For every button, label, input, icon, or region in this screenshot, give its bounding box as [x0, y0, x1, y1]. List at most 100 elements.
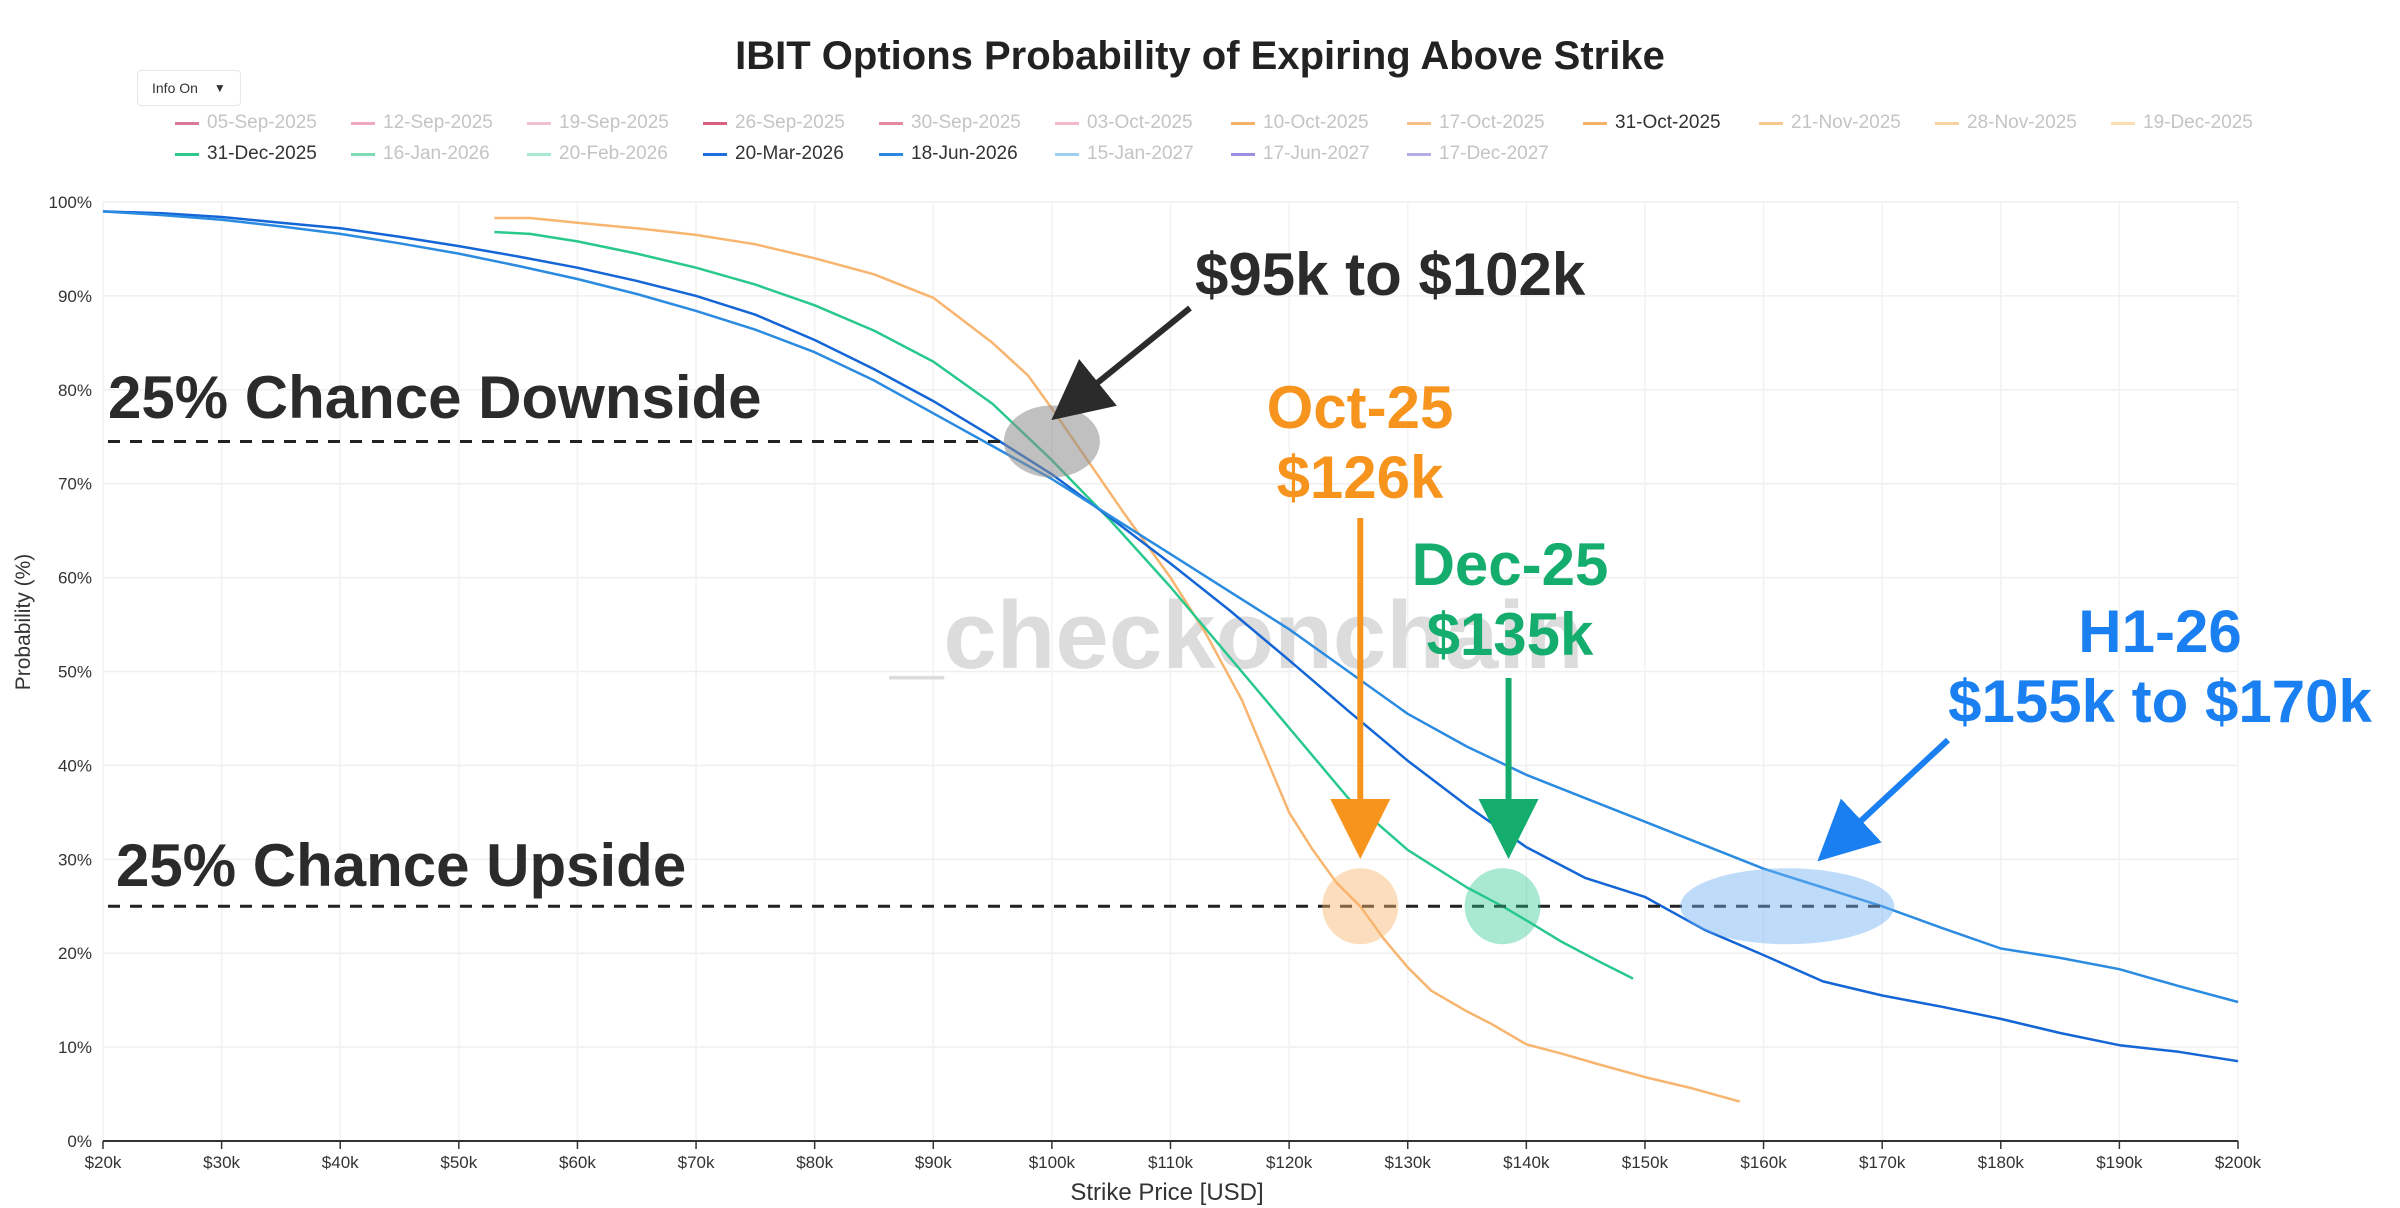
x-tick-label: $170k: [1859, 1153, 1906, 1172]
y-tick-label: 30%: [58, 850, 92, 869]
legend-label: 15-Jan-2027: [1087, 143, 1194, 164]
upside-label: 25% Chance Upside: [116, 832, 686, 899]
legend-swatch: [703, 121, 727, 125]
x-tick-label: $100k: [1029, 1153, 1076, 1172]
arrow-range: [1051, 305, 1192, 421]
y-tick-label: 0%: [67, 1132, 92, 1151]
y-tick-label: 100%: [49, 193, 92, 212]
chart-title: IBIT Options Probability of Expiring Abo…: [735, 34, 1665, 78]
legend-item[interactable]: 16-Jan-2026: [351, 143, 490, 165]
legend-label: 31-Dec-2025: [207, 143, 317, 164]
legend-swatch: [1231, 121, 1255, 125]
legend-item[interactable]: 26-Sep-2025: [703, 112, 845, 134]
legend-item[interactable]: 30-Sep-2025: [879, 112, 1021, 134]
legend-label: 03-Oct-2025: [1087, 112, 1193, 133]
series-line-18-jun-2026: [102, 210, 2239, 1004]
legend-item[interactable]: 31-Oct-2025: [1583, 112, 1721, 134]
legend-item[interactable]: 15-Jan-2027: [1055, 143, 1194, 165]
x-tick-label: $120k: [1266, 1153, 1313, 1172]
range-label: $95k to $102k: [1195, 241, 1586, 308]
x-tick-label: $30k: [203, 1153, 240, 1172]
legend-label: 30-Sep-2025: [911, 112, 1021, 133]
legend-item[interactable]: 28-Nov-2025: [1935, 112, 2077, 134]
legend-label: 31-Oct-2025: [1615, 112, 1721, 133]
legend-item[interactable]: 17-Jun-2027: [1231, 143, 1370, 165]
x-tick-label: $140k: [1503, 1153, 1550, 1172]
legend-item[interactable]: 31-Dec-2025: [175, 143, 317, 165]
x-tick-label: $90k: [915, 1153, 952, 1172]
x-axis-ticks: $20k $30k $40k $50k $60k $70k $80k $90k $100k $11…: [85, 1141, 2262, 1172]
legend-item[interactable]: 17-Oct-2025: [1407, 112, 1545, 134]
downside-label: 25% Chance Downside: [108, 364, 762, 431]
legend-swatch: [351, 121, 375, 125]
legend-swatch: [703, 152, 727, 156]
legend-swatch: [1583, 121, 1607, 125]
x-tick-label: $60k: [559, 1153, 596, 1172]
legend-label: 05-Sep-2025: [207, 112, 317, 133]
dec-label-line1: Dec-25: [1412, 531, 1609, 598]
x-tick-label: $80k: [796, 1153, 833, 1172]
chevron-down-icon: ▼: [213, 81, 226, 95]
legend-label: 28-Nov-2025: [1967, 112, 2077, 133]
x-tick-label: $20k: [85, 1153, 122, 1172]
legend-swatch: [1055, 152, 1079, 156]
legend-item[interactable]: 03-Oct-2025: [1055, 112, 1193, 134]
legend-swatch: [1407, 152, 1431, 156]
x-tick-label: $50k: [440, 1153, 477, 1172]
legend-swatch: [175, 152, 199, 156]
oct-label-line2: $126k: [1277, 444, 1444, 511]
annotation-arrows: [1051, 305, 1951, 862]
y-tick-label: 20%: [58, 944, 92, 963]
legend-swatch: [527, 152, 551, 156]
legend-item[interactable]: 20-Mar-2026: [703, 143, 844, 165]
legend-label: 10-Oct-2025: [1263, 112, 1369, 133]
y-axis-ticks: 0% 10% 20% 30% 40% 50% 60% 70% 80% 90% 100%: [49, 193, 92, 1151]
watermark: _checkonchain: [889, 582, 1584, 689]
legend-swatch: [527, 121, 551, 125]
x-tick-label: $130k: [1385, 1153, 1432, 1172]
dec-label-line2: $135k: [1427, 601, 1594, 668]
legend-item[interactable]: 17-Dec-2027: [1407, 143, 1549, 165]
legend-swatch: [351, 152, 375, 156]
y-tick-label: 10%: [58, 1038, 92, 1057]
legend-label: 16-Jan-2026: [383, 143, 490, 164]
legend-label: 19-Dec-2025: [2143, 112, 2253, 133]
info-toggle-label: Info On: [152, 80, 198, 96]
info-toggle-button[interactable]: Info On ▼: [137, 70, 241, 106]
legend-item[interactable]: 19-Sep-2025: [527, 112, 669, 134]
legend-item[interactable]: 05-Sep-2025: [175, 112, 317, 134]
x-tick-label: $150k: [1622, 1153, 1669, 1172]
legend-item[interactable]: 10-Oct-2025: [1231, 112, 1369, 134]
legend-label: 20-Mar-2026: [735, 143, 844, 164]
y-tick-label: 90%: [58, 287, 92, 306]
legend-swatch: [175, 121, 199, 125]
annotation-labels: 25% Chance Downside 25% Chance Upside $9…: [108, 241, 2372, 899]
legend-item[interactable]: 19-Dec-2025: [2111, 112, 2253, 134]
h1-label-line1: H1-26: [2078, 598, 2241, 665]
series-line-31-oct-2025: [494, 216, 1741, 1103]
legend-swatch: [1935, 121, 1959, 125]
y-tick-label: 80%: [58, 381, 92, 400]
y-axis-title: Probability (%): [12, 554, 35, 691]
legend-item[interactable]: 12-Sep-2025: [351, 112, 493, 134]
x-axis-title: Strike Price [USD]: [1070, 1179, 1263, 1206]
legend-swatch: [879, 121, 903, 125]
legend-label: 21-Nov-2025: [1791, 112, 1901, 133]
y-tick-label: 70%: [58, 475, 92, 494]
x-tick-label: $180k: [1978, 1153, 2025, 1172]
legend-label: 26-Sep-2025: [735, 112, 845, 133]
legend-swatch: [1231, 152, 1255, 156]
y-tick-label: 50%: [58, 663, 92, 682]
legend-swatch: [1407, 121, 1431, 125]
x-tick-label: $110k: [1148, 1153, 1194, 1172]
legend-label: 12-Sep-2025: [383, 112, 493, 133]
x-tick-label: $160k: [1740, 1153, 1787, 1172]
reference-lines: [108, 439, 1880, 908]
legend-item[interactable]: 20-Feb-2026: [527, 143, 668, 165]
legend-item[interactable]: 21-Nov-2025: [1759, 112, 1901, 134]
legend-item[interactable]: 18-Jun-2026: [879, 143, 1018, 165]
legend-label: 17-Oct-2025: [1439, 112, 1545, 133]
legend-label: 20-Feb-2026: [559, 143, 668, 164]
x-tick-label: $190k: [2096, 1153, 2143, 1172]
